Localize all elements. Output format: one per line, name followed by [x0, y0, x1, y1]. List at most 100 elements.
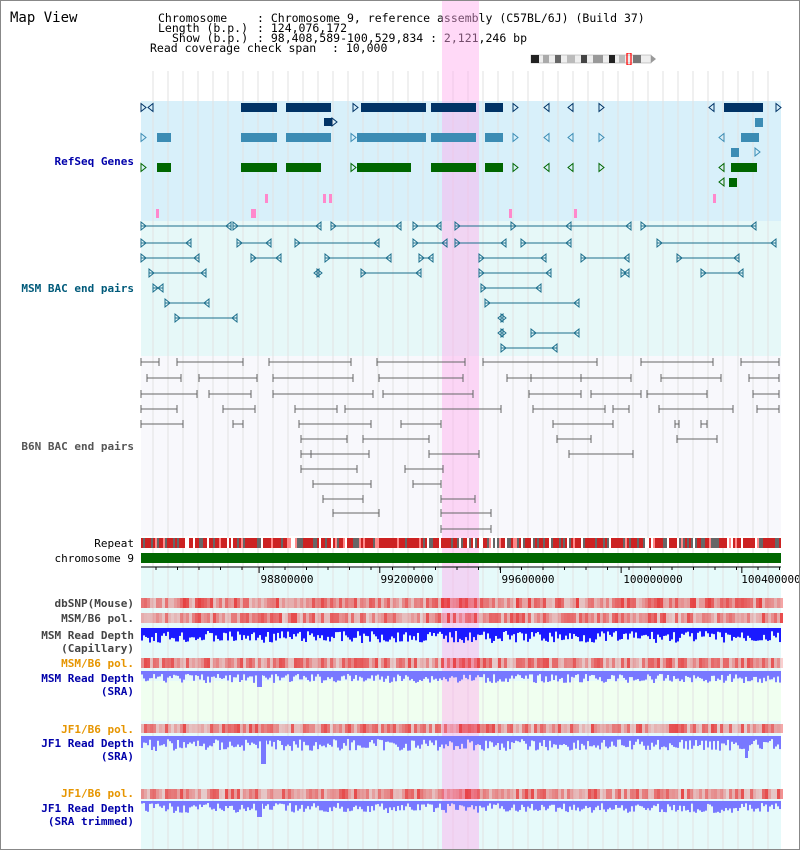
read-depth-bin [447, 801, 449, 804]
repeat-block [317, 538, 319, 548]
read-depth-bin [291, 736, 293, 751]
polymorphism-bin [444, 598, 447, 608]
polymorphism-bin [732, 724, 735, 733]
read-depth-bin [345, 736, 347, 746]
polymorphism-bin [372, 658, 375, 668]
read-depth-bin [361, 801, 363, 810]
read-depth-bin [745, 801, 747, 804]
read-depth-bin [363, 736, 365, 748]
read-depth-bin [403, 628, 405, 635]
read-depth-bin [281, 801, 283, 804]
polymorphism-bin [228, 598, 231, 608]
polymorphism-bin [744, 598, 747, 608]
repeat-block [763, 538, 765, 548]
read-depth-bin [519, 671, 521, 676]
chromosome-ideogram[interactable] [529, 53, 659, 65]
repeat-block [727, 538, 729, 548]
polymorphism-bin [234, 724, 237, 733]
repeat-block [549, 538, 551, 548]
read-depth-bin [333, 671, 335, 682]
read-depth-bin [305, 736, 307, 746]
polymorphism-bin [573, 613, 576, 623]
polymorphism-bin [315, 724, 318, 733]
read-depth-bin [191, 628, 193, 638]
polymorphism-bin [420, 658, 423, 668]
polymorphism-bin [168, 724, 171, 733]
read-depth-bin [357, 628, 359, 632]
read-depth-bin [399, 801, 401, 811]
read-depth-bin [177, 671, 179, 676]
read-depth-bin [179, 801, 181, 813]
read-depth-bin [221, 671, 223, 679]
read-depth-bin [671, 671, 673, 682]
bac-end-arrow [294, 237, 301, 249]
read-depth-bin [215, 628, 217, 636]
read-depth-bin [269, 671, 271, 678]
polymorphism-bin [465, 658, 468, 668]
polymorphism-bin [582, 613, 585, 623]
read-depth-bin [415, 736, 417, 748]
read-depth-bin [191, 736, 193, 744]
polymorphism-bin [423, 724, 426, 733]
polymorphism-bin [270, 598, 273, 608]
polymorphism-bin [585, 789, 588, 799]
read-depth-bin [287, 736, 289, 745]
read-depth-bin [673, 801, 675, 805]
bac-end-arrow [573, 297, 580, 309]
polymorphism-bin [567, 658, 570, 668]
read-depth-bin [741, 801, 743, 804]
read-depth-bin [569, 736, 571, 751]
read-depth-bin [229, 628, 231, 632]
read-depth-bin [709, 801, 711, 805]
polymorphism-bin [207, 598, 210, 608]
repeat-block [241, 538, 243, 548]
read-depth-bin [239, 628, 241, 635]
read-depth-bin [255, 671, 257, 676]
read-depth-bin [337, 801, 339, 804]
polymorphism-bin [576, 724, 579, 733]
polymorphism-bin [744, 789, 747, 799]
read-depth-bin [417, 736, 419, 746]
repeat-block [159, 538, 161, 548]
read-depth-bin [447, 736, 449, 747]
polymorphism-bin [609, 789, 612, 799]
polymorphism-bin [270, 658, 273, 668]
gene-block [241, 163, 277, 172]
read-depth-bin [257, 736, 259, 749]
polymorphism-bin [588, 598, 591, 608]
read-depth-bin [211, 628, 213, 634]
track-label-msm-depth-sra: MSM Read Depth [41, 672, 134, 685]
repeat-block [391, 538, 393, 548]
gene-strand-arrow [775, 102, 782, 113]
polymorphism-bin [750, 789, 753, 799]
polymorphism-bin [384, 789, 387, 799]
polymorphism-bin [534, 658, 537, 668]
read-depth-bin [451, 671, 453, 677]
polymorphism-bin [429, 613, 432, 623]
polymorphism-bin [294, 658, 297, 668]
bac-end-arrow [484, 297, 491, 309]
read-depth-bin [585, 736, 587, 750]
polymorphism-bin [618, 613, 621, 623]
polymorphism-bin [300, 613, 303, 623]
repeat-block [269, 538, 271, 548]
bac-end-arrow [395, 220, 402, 232]
read-depth-bin [325, 671, 327, 681]
repeat-block [483, 538, 485, 548]
read-depth-bin [687, 628, 689, 632]
read-depth-bin [627, 628, 629, 640]
read-depth-bin [407, 628, 409, 642]
polymorphism-bin [672, 789, 675, 799]
read-depth-bin [685, 801, 687, 811]
polymorphism-bin [237, 789, 240, 799]
polymorphism-bin [243, 658, 246, 668]
polymorphism-bin [720, 724, 723, 733]
read-depth-bin [241, 801, 243, 805]
polymorphism-bin [633, 789, 636, 799]
polymorphism-bin [528, 613, 531, 623]
read-depth-bin [299, 628, 301, 632]
polymorphism-bin [435, 658, 438, 668]
read-depth-bin [167, 628, 169, 632]
bac-end-arrow [770, 237, 777, 249]
